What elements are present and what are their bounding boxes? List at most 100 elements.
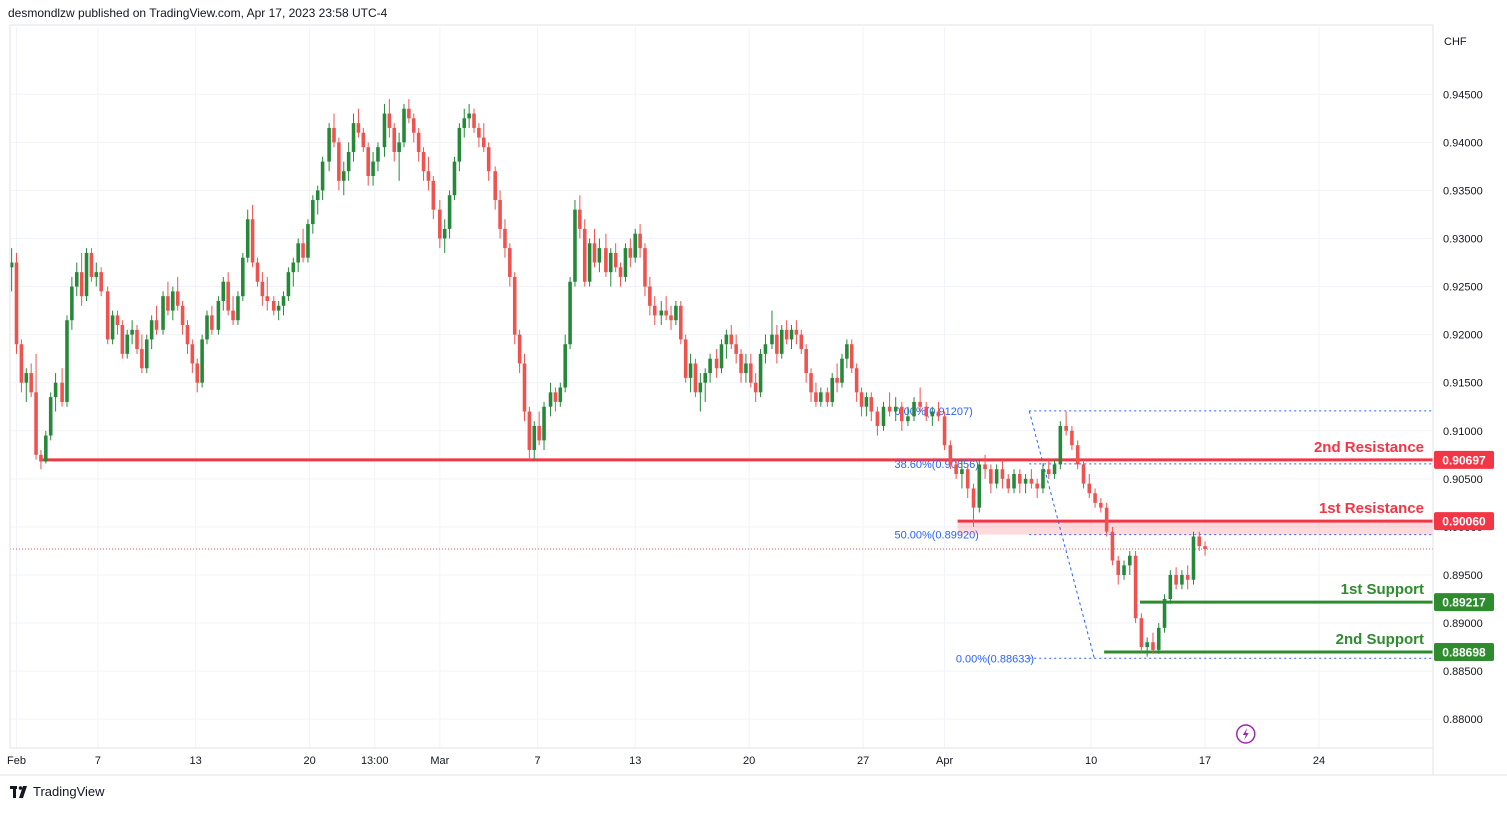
candle-body <box>881 406 886 426</box>
candle-body <box>527 411 532 450</box>
candle-body <box>99 272 103 292</box>
candle-body <box>664 310 668 316</box>
candle-body <box>633 233 637 258</box>
x-tick-label: 20 <box>743 755 755 767</box>
candle-body <box>840 358 844 383</box>
candle-body <box>1128 555 1132 566</box>
footer-brand[interactable]: TradingView <box>10 784 105 799</box>
x-tick-label: 17 <box>1199 755 1211 767</box>
candle-body <box>416 132 421 152</box>
candle-body <box>286 272 291 297</box>
candle-body <box>548 392 553 407</box>
candle-body <box>954 464 958 475</box>
y-tick-label: 0.91500 <box>1443 378 1483 390</box>
candle-body <box>971 488 976 508</box>
candle-body <box>814 392 818 402</box>
candle-body <box>983 464 987 470</box>
candle-body <box>481 137 486 148</box>
candle-body <box>965 469 970 489</box>
candle-body <box>387 113 392 128</box>
candle-body <box>221 281 226 301</box>
candle-body <box>421 151 426 172</box>
candle-body <box>744 363 748 374</box>
candle-body <box>1197 536 1202 547</box>
candle-body <box>563 344 567 388</box>
currency-label: CHF <box>1444 36 1467 48</box>
first-resistance-price-tag <box>1434 512 1494 531</box>
candle-body <box>281 296 286 306</box>
fib-level-38-6-label: 38.60%(0.90656) <box>894 459 978 471</box>
candle-body <box>1133 555 1138 619</box>
y-tick-label: 0.91000 <box>1443 426 1483 438</box>
first-resistance-label: 1st Resistance <box>1319 500 1424 517</box>
candle-body <box>84 252 89 297</box>
candle-body <box>578 209 582 229</box>
y-tick-label: 0.94000 <box>1443 137 1483 149</box>
lightning-icon <box>1236 724 1256 744</box>
candle-body <box>604 248 608 273</box>
candle-body <box>912 401 916 417</box>
grid-lines <box>10 27 1433 748</box>
candle-body <box>688 363 693 378</box>
candle-body <box>34 392 38 455</box>
candle-body <box>659 310 664 316</box>
candle-body <box>1162 598 1167 628</box>
footer-brand-label: TradingView <box>33 784 105 799</box>
candle-body <box>784 329 789 340</box>
candle-body <box>503 228 507 249</box>
candle-body <box>48 397 53 436</box>
candle-body <box>140 349 144 369</box>
second-support-price-tag <box>1434 643 1494 662</box>
publish-header: desmondlzw published on TradingView.com,… <box>8 6 388 20</box>
candle-body <box>643 248 647 287</box>
candle-body <box>241 257 245 297</box>
candle-body <box>618 267 623 277</box>
candle-body <box>105 291 110 340</box>
candle-body <box>271 300 276 311</box>
candle-body <box>900 406 904 422</box>
candle-body <box>532 425 537 450</box>
candle-body <box>592 243 597 263</box>
fib-trend-line <box>1028 410 1095 659</box>
candle-body <box>1168 574 1173 599</box>
candle-body <box>356 123 361 133</box>
candle-body <box>180 305 185 326</box>
candle-body <box>893 406 898 412</box>
candle-body <box>301 243 305 258</box>
candle-body <box>477 127 481 138</box>
candle-body <box>44 435 48 462</box>
candle-body <box>648 286 652 306</box>
y-tick-label: 0.93000 <box>1443 233 1483 245</box>
candle-body <box>1035 483 1039 489</box>
candle-body <box>260 281 265 297</box>
candle-body <box>29 373 33 393</box>
candle-body <box>60 382 64 402</box>
candle-body <box>714 358 719 369</box>
candle-body <box>1000 469 1005 479</box>
candle-body <box>794 329 799 335</box>
candle-body <box>517 334 522 364</box>
candle-body <box>708 358 712 374</box>
candle-body <box>719 344 724 369</box>
candle-body <box>407 108 411 119</box>
candle-body <box>276 305 281 311</box>
candle-body <box>859 392 864 407</box>
candle-body <box>486 147 491 172</box>
candle-body <box>255 262 260 282</box>
y-tick-label: 0.89000 <box>1443 618 1483 630</box>
candle-body <box>628 248 633 258</box>
first-support-label: 1st Support <box>1341 581 1424 598</box>
candle-body <box>683 339 688 378</box>
candle-body <box>1104 507 1109 532</box>
candle-body <box>1110 531 1115 561</box>
candle-body <box>758 353 763 393</box>
candle-body <box>638 233 642 249</box>
y-tick-label: 0.89500 <box>1443 570 1483 582</box>
horizontal-levels <box>10 458 1433 654</box>
candle-body <box>89 252 94 277</box>
y-tick-label: 0.93500 <box>1443 185 1483 197</box>
candle-body <box>948 445 953 465</box>
candle-body <box>849 344 854 369</box>
